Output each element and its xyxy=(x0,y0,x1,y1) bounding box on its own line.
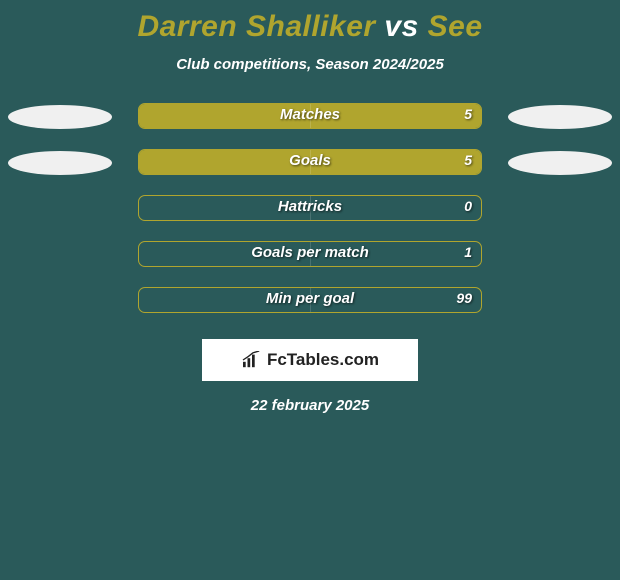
logo-box: FcTables.com xyxy=(202,339,418,381)
comparison-infographic: Darren Shalliker vs See Club competition… xyxy=(0,0,620,580)
bar-divider xyxy=(310,288,311,312)
stat-bar xyxy=(138,287,482,313)
logo-text: FcTables.com xyxy=(267,350,379,370)
main-title: Darren Shalliker vs See xyxy=(0,0,620,44)
player1-ellipse xyxy=(8,105,112,129)
player2-name: See xyxy=(428,10,483,43)
logo: FcTables.com xyxy=(241,350,379,370)
bar-fill-right xyxy=(310,150,481,174)
player1-ellipse xyxy=(8,151,112,175)
stats-area: Matches5Goals5Hattricks0Goals per match1… xyxy=(0,101,620,331)
stat-bar xyxy=(138,149,482,175)
stat-row: Goals5 xyxy=(0,147,620,193)
bar-divider xyxy=(310,104,311,128)
player2-ellipse xyxy=(508,151,612,175)
vs-text: vs xyxy=(384,10,418,43)
bar-divider xyxy=(310,196,311,220)
bar-divider xyxy=(310,242,311,266)
bar-divider xyxy=(310,150,311,174)
player1-name: Darren Shalliker xyxy=(137,10,375,43)
stat-row: Hattricks0 xyxy=(0,193,620,239)
chart-icon xyxy=(241,351,263,369)
stat-row: Matches5 xyxy=(0,101,620,147)
stat-bar xyxy=(138,103,482,129)
bar-fill-right xyxy=(310,104,481,128)
bar-fill-left xyxy=(139,104,310,128)
subtitle: Club competitions, Season 2024/2025 xyxy=(0,56,620,73)
stat-bar xyxy=(138,195,482,221)
date-text: 22 february 2025 xyxy=(0,397,620,414)
stat-row: Min per goal99 xyxy=(0,285,620,331)
bar-fill-left xyxy=(139,150,310,174)
stat-bar xyxy=(138,241,482,267)
stat-row: Goals per match1 xyxy=(0,239,620,285)
player2-ellipse xyxy=(508,105,612,129)
